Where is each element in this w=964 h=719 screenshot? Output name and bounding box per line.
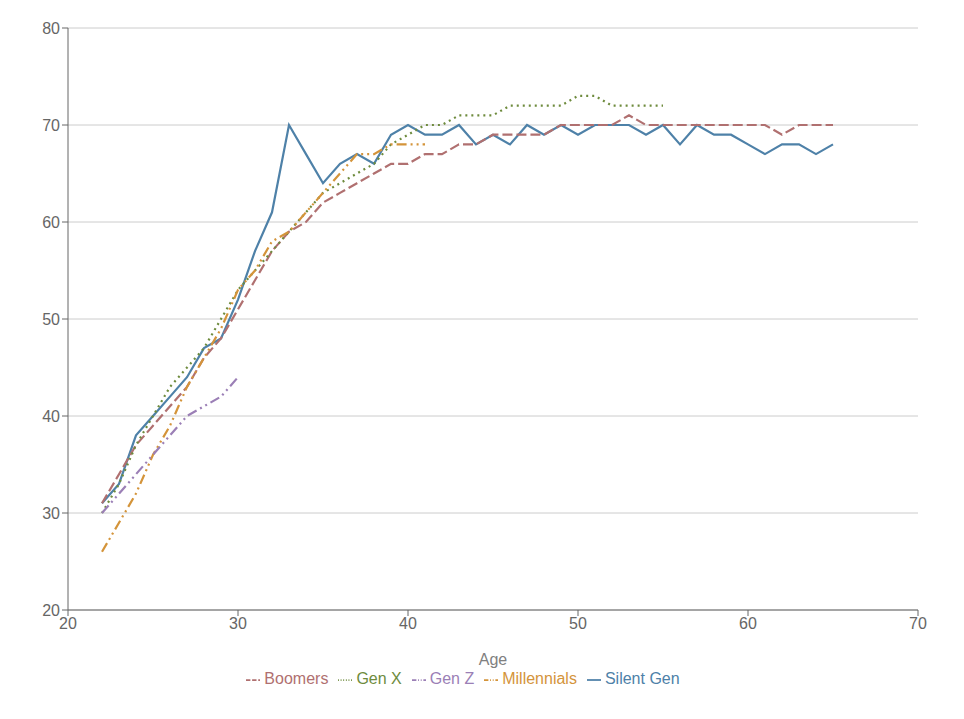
- html-text:Millennials: Millennials: [502, 670, 577, 687]
- svg-text:70: 70: [42, 117, 60, 134]
- svg-text:40: 40: [399, 615, 417, 632]
- svg-text:60: 60: [739, 615, 757, 632]
- svg-text:80: 80: [42, 20, 60, 37]
- html-text:Silent Gen: Silent Gen: [604, 670, 680, 687]
- svg-text:50: 50: [42, 311, 60, 328]
- svg-text:50: 50: [569, 615, 587, 632]
- html-text:Gen Z: Gen Z: [429, 670, 475, 687]
- svg-text:20: 20: [42, 602, 60, 619]
- html-text:Gen X: Gen X: [356, 670, 402, 687]
- svg-text:30: 30: [229, 615, 247, 632]
- html-text:Boomers: Boomers: [264, 670, 329, 687]
- svg-text:40: 40: [42, 408, 60, 425]
- svg-text:70: 70: [909, 615, 927, 632]
- svg-text:20: 20: [59, 615, 77, 632]
- svg-text:30: 30: [42, 505, 60, 522]
- svg-text:Age: Age: [479, 651, 508, 668]
- svg-text:60: 60: [42, 214, 60, 231]
